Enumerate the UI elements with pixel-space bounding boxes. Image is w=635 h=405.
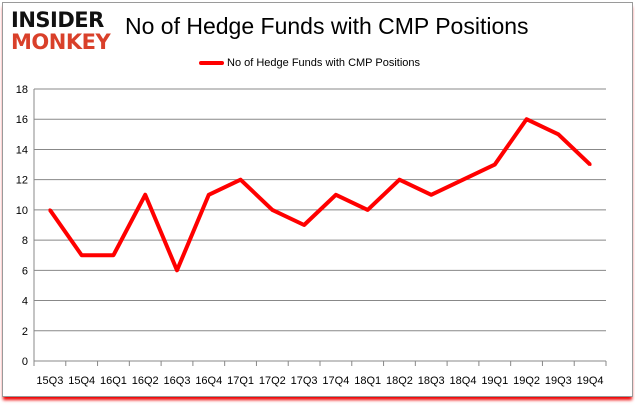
data-point bbox=[334, 193, 338, 197]
y-tick-label: 6 bbox=[22, 265, 28, 277]
data-point bbox=[143, 193, 147, 197]
x-tick-label: 17Q2 bbox=[259, 375, 286, 387]
data-point bbox=[493, 163, 497, 167]
x-tick-label: 19Q3 bbox=[545, 375, 572, 387]
x-tick-label: 19Q4 bbox=[577, 375, 604, 387]
chart-frame: INSIDER MONKEY No of Hedge Funds with CM… bbox=[2, 2, 633, 397]
x-tick-label: 18Q1 bbox=[354, 375, 381, 387]
y-tick-label: 4 bbox=[22, 296, 28, 308]
data-point bbox=[111, 253, 115, 257]
insider-monkey-logo: INSIDER MONKEY bbox=[11, 9, 121, 57]
data-point bbox=[588, 163, 592, 167]
x-tick-label: 15Q3 bbox=[36, 375, 63, 387]
data-point bbox=[80, 253, 84, 257]
x-tick-label: 17Q1 bbox=[227, 375, 254, 387]
data-point bbox=[239, 178, 243, 182]
x-tick-label: 18Q2 bbox=[386, 375, 413, 387]
data-point bbox=[397, 178, 401, 182]
data-point bbox=[556, 132, 560, 136]
x-tick-label: 17Q4 bbox=[322, 375, 349, 387]
y-tick-label: 8 bbox=[22, 235, 28, 247]
y-tick-label: 18 bbox=[16, 84, 28, 96]
logo-line-2: MONKEY bbox=[11, 30, 111, 54]
data-point bbox=[48, 208, 52, 212]
data-point bbox=[366, 208, 370, 212]
data-point bbox=[270, 208, 274, 212]
x-tick-label: 19Q1 bbox=[481, 375, 508, 387]
legend-swatch bbox=[199, 61, 224, 65]
x-tick-label: 18Q4 bbox=[450, 375, 477, 387]
data-point bbox=[461, 178, 465, 182]
y-tick-label: 14 bbox=[16, 144, 28, 156]
x-tick-label: 17Q3 bbox=[291, 375, 318, 387]
legend-label: No of Hedge Funds with CMP Positions bbox=[227, 57, 420, 69]
x-tick-label: 18Q3 bbox=[418, 375, 445, 387]
y-tick-label: 12 bbox=[16, 175, 28, 187]
y-tick-label: 16 bbox=[16, 114, 28, 126]
data-point bbox=[429, 193, 433, 197]
x-tick-label: 16Q2 bbox=[132, 375, 159, 387]
y-tick-label: 0 bbox=[22, 356, 28, 368]
x-tick-label: 16Q3 bbox=[164, 375, 191, 387]
x-tick-label: 19Q2 bbox=[513, 375, 540, 387]
data-point bbox=[302, 223, 306, 227]
x-tick-label: 15Q4 bbox=[68, 375, 95, 387]
y-tick-label: 10 bbox=[16, 205, 28, 217]
data-point bbox=[207, 193, 211, 197]
legend: No of Hedge Funds with CMP Positions bbox=[199, 57, 420, 69]
x-tick-label: 16Q1 bbox=[100, 375, 127, 387]
data-point bbox=[525, 117, 529, 121]
chart-title: No of Hedge Funds with CMP Positions bbox=[125, 13, 529, 39]
logo-line-1: INSIDER bbox=[11, 8, 104, 32]
plot-area: 0 2 4 6 8 10 12 14 16 18 15Q3 15Q4 16Q1 16Q2 16Q3 16Q4 1… bbox=[16, 84, 607, 387]
x-tick-label: 16Q4 bbox=[195, 375, 222, 387]
series-line bbox=[48, 117, 592, 273]
data-point bbox=[175, 268, 179, 272]
y-tick-label: 2 bbox=[22, 326, 28, 338]
